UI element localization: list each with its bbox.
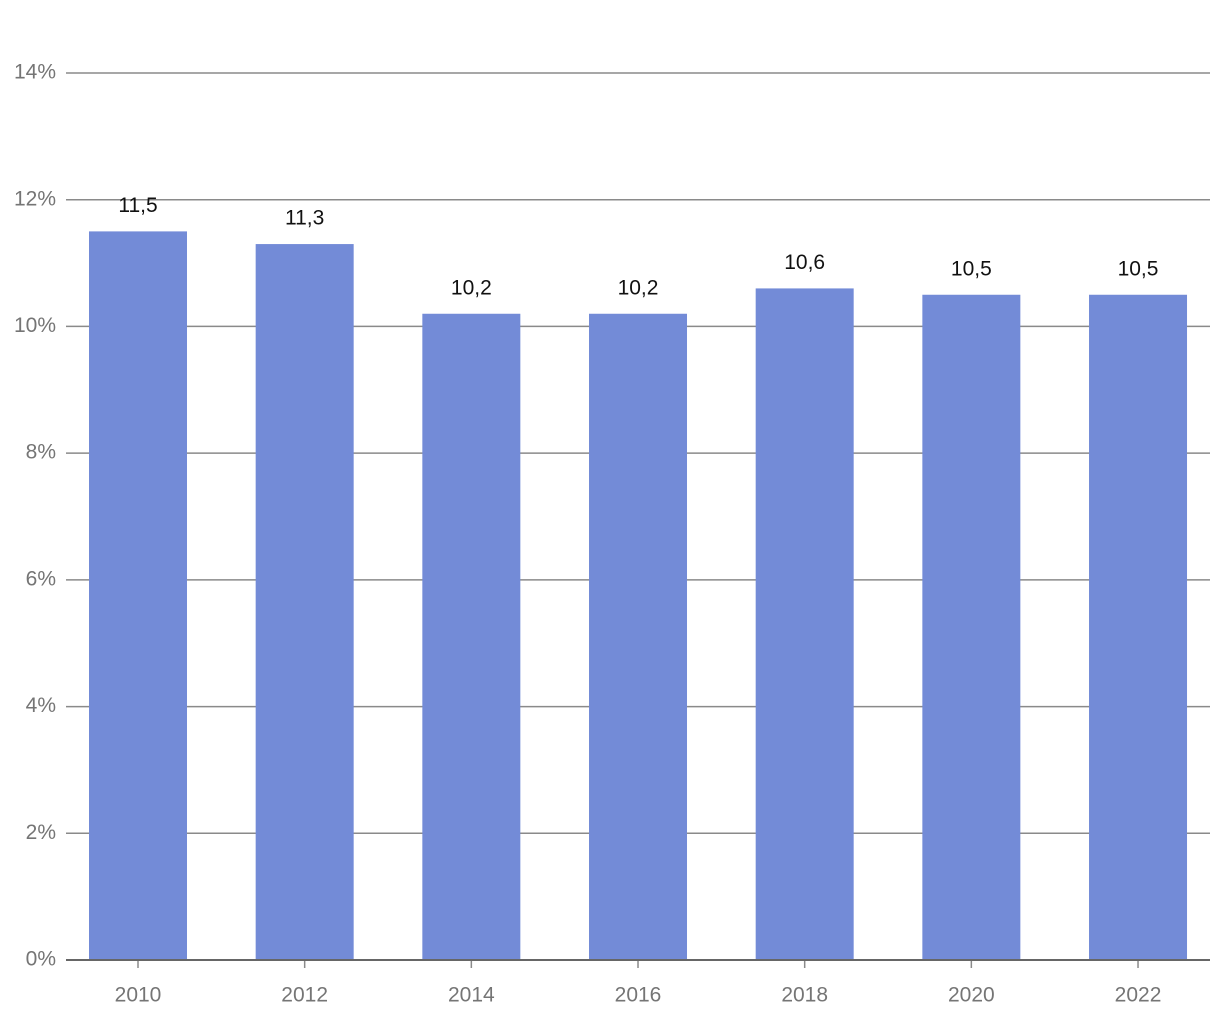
value-label: 10,2 — [618, 276, 659, 299]
y-tick-label: 6% — [26, 567, 56, 590]
x-tick-label: 2014 — [448, 984, 495, 1007]
bar — [922, 294, 1021, 960]
y-tick-label: 10% — [14, 314, 56, 337]
bar — [755, 288, 854, 960]
x-tick-label: 2016 — [615, 984, 662, 1007]
bar — [1089, 294, 1188, 960]
y-tick-label: 0% — [26, 948, 56, 971]
y-tick-label: 8% — [26, 441, 56, 464]
value-label: 11,5 — [118, 194, 157, 217]
value-label: 10,6 — [784, 251, 825, 274]
value-label: 10,5 — [1118, 257, 1159, 280]
value-label: 11,3 — [285, 207, 324, 230]
value-label: 10,2 — [451, 276, 492, 299]
value-label: 10,5 — [951, 257, 992, 280]
bar — [422, 313, 521, 960]
y-tick-label: 2% — [26, 821, 56, 844]
x-tick-label: 2012 — [281, 984, 328, 1007]
bar — [89, 231, 187, 961]
y-tick-label: 14% — [14, 61, 56, 84]
x-tick-label: 2020 — [948, 984, 995, 1007]
y-tick-label: 12% — [14, 187, 56, 210]
bar — [589, 313, 688, 960]
x-tick-label: 2010 — [115, 984, 162, 1007]
x-tick-label: 2018 — [781, 984, 828, 1007]
x-tick-label: 2022 — [1115, 984, 1162, 1007]
y-tick-label: 4% — [26, 694, 56, 717]
bar — [255, 244, 354, 961]
